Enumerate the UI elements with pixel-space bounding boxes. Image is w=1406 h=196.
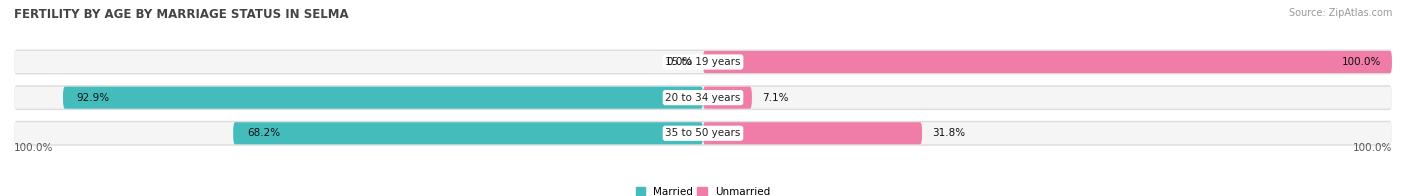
Text: 35 to 50 years: 35 to 50 years xyxy=(665,128,741,138)
FancyBboxPatch shape xyxy=(703,122,922,144)
FancyBboxPatch shape xyxy=(233,122,703,144)
Text: 7.1%: 7.1% xyxy=(762,93,789,103)
FancyBboxPatch shape xyxy=(14,121,1392,146)
FancyBboxPatch shape xyxy=(14,87,1392,109)
Text: 20 to 34 years: 20 to 34 years xyxy=(665,93,741,103)
FancyBboxPatch shape xyxy=(14,122,1392,144)
FancyBboxPatch shape xyxy=(703,87,752,109)
Legend: Married, Unmarried: Married, Unmarried xyxy=(636,187,770,196)
Text: 100.0%: 100.0% xyxy=(1353,143,1392,153)
Text: Source: ZipAtlas.com: Source: ZipAtlas.com xyxy=(1288,8,1392,18)
Text: 68.2%: 68.2% xyxy=(247,128,280,138)
FancyBboxPatch shape xyxy=(703,51,1392,73)
Text: 92.9%: 92.9% xyxy=(77,93,110,103)
Text: 100.0%: 100.0% xyxy=(14,143,53,153)
Text: 15 to 19 years: 15 to 19 years xyxy=(665,57,741,67)
Text: FERTILITY BY AGE BY MARRIAGE STATUS IN SELMA: FERTILITY BY AGE BY MARRIAGE STATUS IN S… xyxy=(14,8,349,21)
Text: 0.0%: 0.0% xyxy=(666,57,693,67)
Text: 31.8%: 31.8% xyxy=(932,128,966,138)
FancyBboxPatch shape xyxy=(63,87,703,109)
FancyBboxPatch shape xyxy=(14,51,1392,73)
FancyBboxPatch shape xyxy=(14,50,1392,74)
Text: 100.0%: 100.0% xyxy=(1343,57,1382,67)
FancyBboxPatch shape xyxy=(14,85,1392,110)
